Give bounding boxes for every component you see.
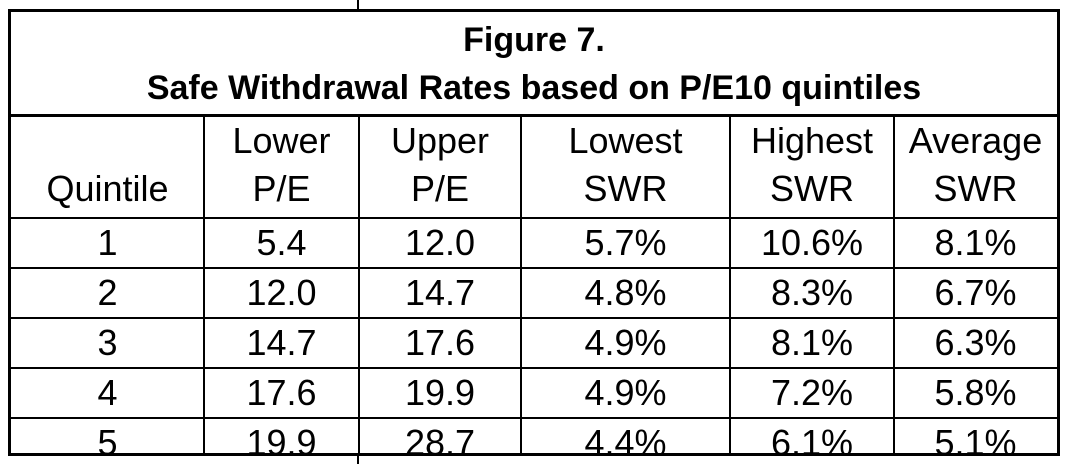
- table-cell: 28.7: [404, 422, 476, 463]
- table-cell: 5.1%: [934, 422, 1017, 463]
- column-divider: [893, 117, 895, 453]
- row-divider: [11, 217, 1057, 219]
- table-cell: 17.6: [246, 372, 317, 413]
- table-cell: 14.7: [404, 272, 476, 313]
- quintile-cell: 3: [97, 322, 118, 363]
- table-cell: 4.8%: [584, 272, 667, 313]
- table-cell: 12.0: [404, 222, 476, 263]
- table-cell: 5.4: [256, 222, 307, 263]
- header-cell: Highest: [750, 120, 874, 161]
- row-divider: [11, 367, 1057, 369]
- header-cell: Average: [908, 120, 1043, 161]
- row-divider: [11, 267, 1057, 269]
- table-cell: 12.0: [246, 272, 317, 313]
- row-divider: [11, 317, 1057, 319]
- table-cell: 4.9%: [584, 322, 667, 363]
- header-cell: P/E: [410, 168, 470, 209]
- table-cell: 5.7%: [584, 222, 667, 263]
- table-cell: 10.6%: [760, 222, 864, 263]
- header-cell: Upper: [390, 120, 490, 161]
- header-cell: SWR: [583, 168, 668, 209]
- table-cell: 8.1%: [934, 222, 1017, 263]
- quintile-cell: 4: [97, 372, 118, 413]
- column-divider: [358, 117, 360, 453]
- table-cell: 19.9: [246, 422, 317, 463]
- header-cell: SWR: [770, 168, 854, 209]
- quintile-cell: 2: [97, 272, 118, 313]
- table-title-area: Figure 7. Safe Withdrawal Rates based on…: [11, 12, 1057, 117]
- table-cell: 14.7: [246, 322, 317, 363]
- table-cell: 5.8%: [934, 372, 1017, 413]
- table-cell: 17.6: [404, 322, 476, 363]
- header-cell: Lower: [232, 120, 331, 161]
- column-divider: [520, 117, 522, 453]
- header-cell: P/E: [252, 168, 311, 209]
- table-cell: 8.3%: [770, 272, 854, 313]
- table-cell: 8.1%: [770, 322, 854, 363]
- table-cell: 6.3%: [934, 322, 1017, 363]
- table-cell: 4.9%: [584, 372, 667, 413]
- table-cell: 6.7%: [934, 272, 1017, 313]
- bottom-divider-line: [357, 456, 359, 464]
- table-cell: 6.1%: [770, 422, 854, 463]
- table-title: Figure 7.: [463, 21, 605, 59]
- table-subtitle: Safe Withdrawal Rates based on P/E10 qui…: [146, 69, 922, 107]
- top-divider-line: [357, 0, 359, 10]
- table-cell: 19.9: [404, 372, 476, 413]
- column-divider: [729, 117, 731, 453]
- header-cell: Lowest: [568, 120, 683, 161]
- column-divider: [203, 117, 205, 453]
- row-divider: [11, 417, 1057, 419]
- quintile-cell: 5: [97, 422, 118, 463]
- table-cell: 7.2%: [770, 372, 854, 413]
- swr-table: Figure 7. Safe Withdrawal Rates based on…: [8, 9, 1060, 463]
- header-cell: SWR: [933, 168, 1018, 209]
- quintile-cell: 1: [97, 222, 118, 263]
- table-cell: 4.4%: [584, 422, 667, 463]
- header-cell: Quintile: [46, 168, 169, 209]
